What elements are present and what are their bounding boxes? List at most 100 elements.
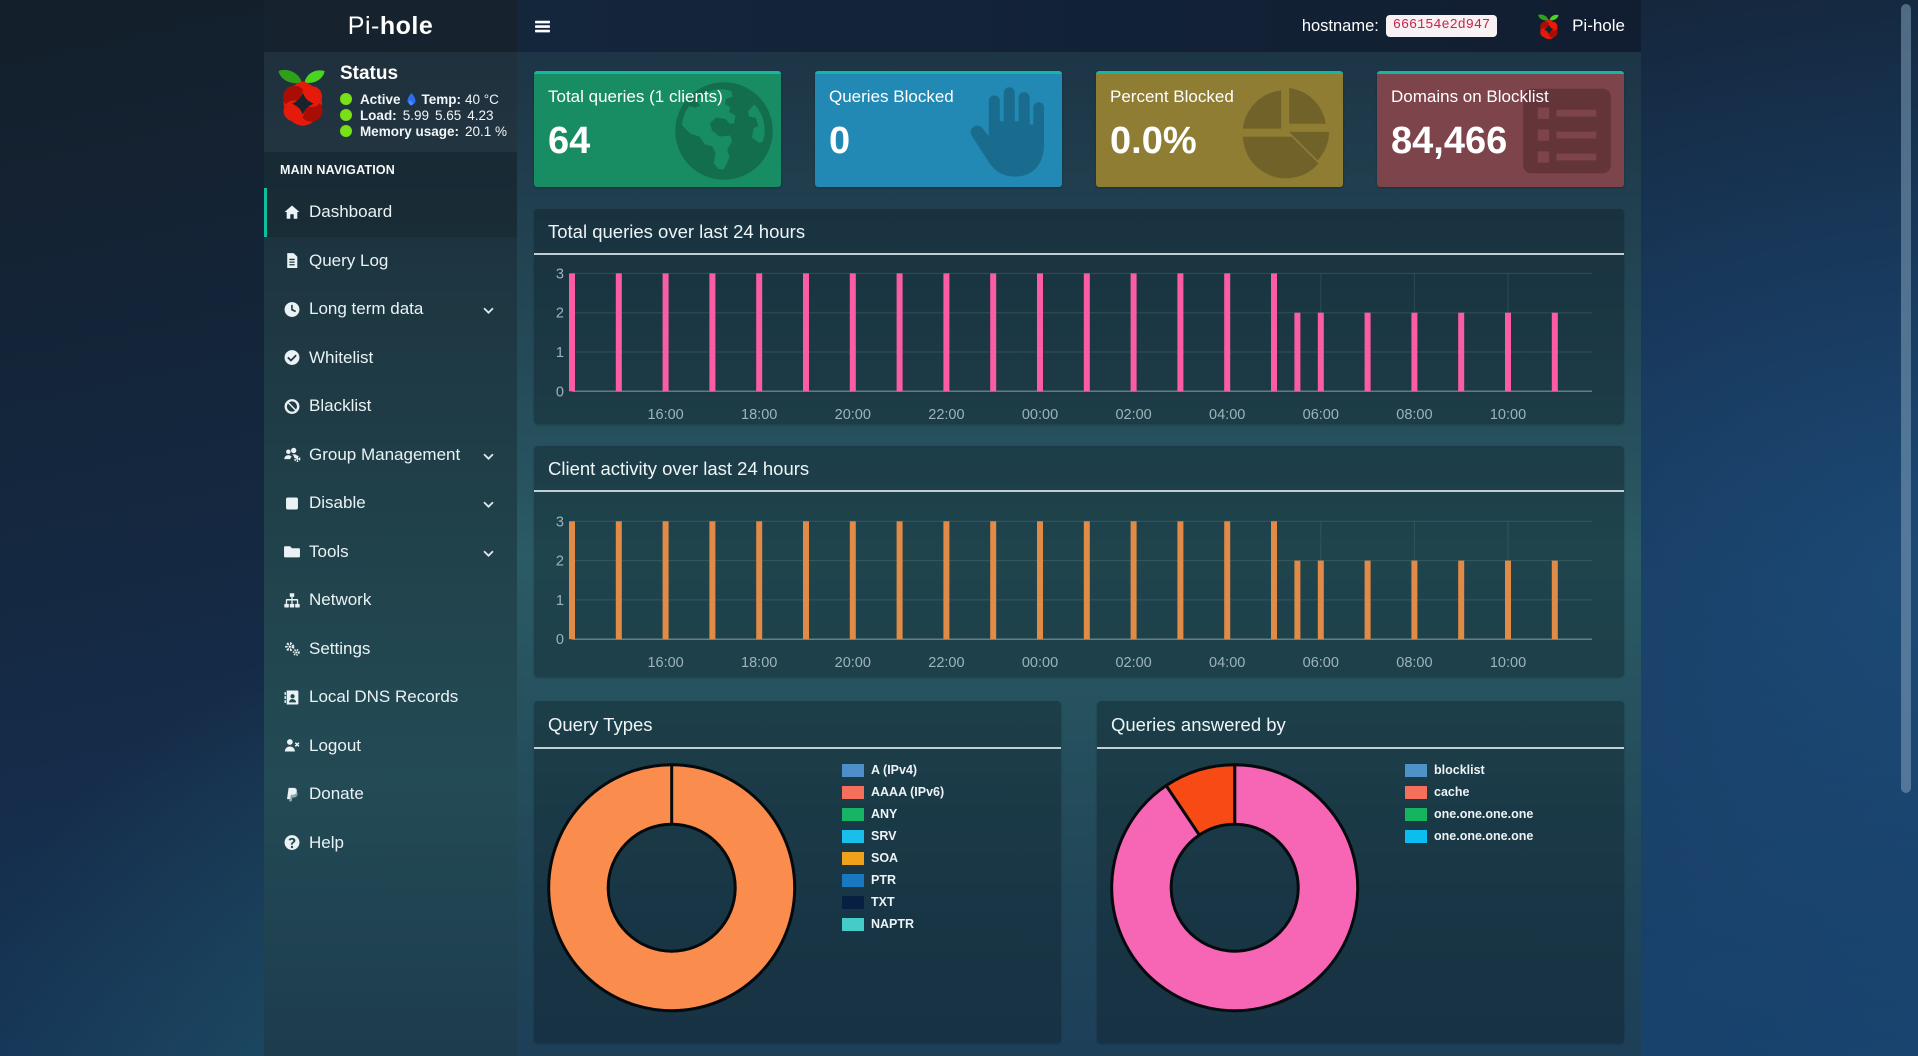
memory-value: 20.1 % xyxy=(464,123,507,139)
temperature-icon xyxy=(406,92,417,107)
card-title: Domains on Blocklist xyxy=(1391,87,1549,106)
sidebar-item-group-management[interactable]: Group Management xyxy=(264,431,517,480)
legend-swatch xyxy=(842,852,864,865)
card-percent-blocked[interactable]: Percent Blocked 0.0% xyxy=(1096,71,1343,187)
card-value: 0.0% xyxy=(1110,120,1197,162)
load-value-1: 5.99 xyxy=(402,107,429,123)
svg-text:18:00: 18:00 xyxy=(741,407,777,423)
legend-swatch xyxy=(842,917,864,931)
sidebar-item-label: Blacklist xyxy=(309,396,372,416)
svg-text:00:00: 00:00 xyxy=(1022,407,1058,423)
svg-text:20:00: 20:00 xyxy=(835,655,871,671)
status-row-load: Load: 5.99 5.65 4.23 xyxy=(339,107,507,123)
panel-title: Query Types xyxy=(534,701,1061,749)
card-total-queries[interactable]: Total queries (1 clients) 64 xyxy=(534,71,781,187)
legend-label: AAAA (IPv6) xyxy=(871,785,945,800)
raspberry-logo xyxy=(278,69,325,126)
card-queries-blocked[interactable]: Queries Blocked 0 xyxy=(815,71,1062,187)
panel-queries-answered-by: Queries answered by blocklist cache one.… xyxy=(1097,701,1624,1043)
legend-item[interactable]: NAPTR xyxy=(842,913,944,935)
address-book-icon xyxy=(282,689,302,706)
svg-text:02:00: 02:00 xyxy=(1115,655,1151,671)
legend-item[interactable]: SRV xyxy=(842,826,944,848)
sidebar-item-label: Logout xyxy=(309,735,361,755)
sidebar-item-label: Network xyxy=(309,590,372,610)
legend-label: one.one.one.one xyxy=(1434,829,1534,844)
legend-swatch xyxy=(1405,808,1427,822)
legend-item[interactable]: cache xyxy=(1405,782,1533,804)
query-types-legend: A (IPv4) AAAA (IPv6) ANY SRV SOA PTR TXT… xyxy=(842,760,944,935)
sidebar-item-label: Tools xyxy=(309,541,349,561)
legend-item[interactable]: A (IPv4) xyxy=(842,760,944,782)
panel-title: Client activity over last 24 hours xyxy=(534,446,1624,492)
sidebar-item-label: Whitelist xyxy=(309,347,374,367)
legend-swatch xyxy=(1405,764,1427,778)
brand-bold: hole xyxy=(379,11,434,40)
legend-item[interactable]: one.one.one.one xyxy=(1405,804,1533,826)
scrollbar-thumb[interactable] xyxy=(1901,4,1911,793)
svg-text:18:00: 18:00 xyxy=(741,655,777,671)
svg-text:00:00: 00:00 xyxy=(1022,655,1058,671)
sidebar: Status Active Temp: 40 °C Load: 5.99 xyxy=(264,52,517,1056)
svg-text:16:00: 16:00 xyxy=(647,407,683,423)
sidebar-item-settings[interactable]: Settings xyxy=(264,625,517,674)
memory-label: Memory usage: xyxy=(359,123,459,139)
sidebar-item-tools[interactable]: Tools xyxy=(264,528,517,577)
card-title: Queries Blocked xyxy=(829,87,954,106)
chevron-down-icon xyxy=(482,498,495,511)
status-active-label: Active xyxy=(359,91,401,107)
raspberry-icon xyxy=(1538,14,1559,39)
sidebar-item-blacklist[interactable]: Blacklist xyxy=(264,382,517,431)
sidebar-item-dashboard[interactable]: Dashboard xyxy=(264,188,517,237)
summary-cards-row: Total queries (1 clients) 64 Queries Blo… xyxy=(534,71,1624,187)
svg-text:06:00: 06:00 xyxy=(1303,407,1339,423)
legend-item[interactable]: blocklist xyxy=(1405,760,1533,782)
card-title: Percent Blocked xyxy=(1110,87,1234,106)
sidebar-item-whitelist[interactable]: Whitelist xyxy=(264,334,517,383)
svg-text:22:00: 22:00 xyxy=(928,407,964,423)
sidebar-item-donate[interactable]: Donate xyxy=(264,770,517,819)
sidebar-item-label: Group Management xyxy=(309,444,461,464)
legend-label: SRV xyxy=(871,829,897,844)
legend-item[interactable]: ANY xyxy=(842,804,944,826)
sitemap-icon xyxy=(282,592,302,609)
svg-text:1: 1 xyxy=(556,593,564,609)
client-activity-bar-chart[interactable]: 0 1 2 3 16:00 18:00 20:00 22:00 00:00 02:00 04:00 0… xyxy=(534,492,1624,677)
hostname-label: hostname: xyxy=(1301,16,1379,35)
legend-label: one.one.one.one xyxy=(1434,807,1534,822)
legend-swatch xyxy=(842,895,864,909)
card-domains-on-blocklist[interactable]: Domains on Blocklist 84,466 xyxy=(1377,71,1624,187)
sidebar-item-disable[interactable]: Disable xyxy=(264,479,517,528)
donut-panels-row: Query Types A (IPv4) AAAA (IPv6) ANY SRV… xyxy=(534,701,1624,1043)
sidebar-toggle-button[interactable] xyxy=(517,0,567,52)
legend-item[interactable]: AAAA (IPv6) xyxy=(842,782,944,804)
app-wrapper: Pi-hole hostname: 666154e2d947 Pi-hole S… xyxy=(264,0,1641,1056)
svg-text:22:00: 22:00 xyxy=(928,655,964,671)
queries-answered-donut-chart[interactable] xyxy=(1097,749,1377,1043)
sidebar-logo[interactable]: Pi-hole xyxy=(264,0,517,52)
legend-item[interactable]: one.one.one.one xyxy=(1405,826,1533,848)
query-types-donut-chart[interactable] xyxy=(534,749,814,1043)
sidebar-item-help[interactable]: Help xyxy=(264,819,517,868)
load-label: Load: xyxy=(359,107,397,123)
stop-icon xyxy=(282,495,302,512)
sidebar-item-logout[interactable]: Logout xyxy=(264,722,517,771)
total-queries-bar-chart[interactable]: 0 1 2 3 16:00 18:00 20:00 22:00 00:00 02:00 04:00 0… xyxy=(534,255,1624,424)
sidebar-item-network[interactable]: Network xyxy=(264,576,517,625)
sidebar-item-query-log[interactable]: Query Log xyxy=(264,237,517,286)
sidebar-item-long-term-data[interactable]: Long term data xyxy=(264,285,517,334)
legend-label: blocklist xyxy=(1434,763,1485,778)
navbar-brand[interactable]: Pi-hole xyxy=(1537,13,1625,40)
chevron-down-icon xyxy=(482,450,495,463)
sidebar-item-local-dns-records[interactable]: Local DNS Records xyxy=(264,673,517,722)
hamburger-icon xyxy=(534,18,551,35)
status-ok-icon xyxy=(339,125,352,137)
svg-text:02:00: 02:00 xyxy=(1115,407,1151,423)
legend-item[interactable]: PTR xyxy=(842,869,944,891)
legend-item[interactable]: SOA xyxy=(842,848,944,870)
legend-item[interactable]: TXT xyxy=(842,891,944,913)
legend-swatch xyxy=(1405,830,1427,844)
svg-text:04:00: 04:00 xyxy=(1209,407,1245,423)
sidebar-item-label: Help xyxy=(309,832,344,852)
svg-text:20:00: 20:00 xyxy=(835,407,871,423)
